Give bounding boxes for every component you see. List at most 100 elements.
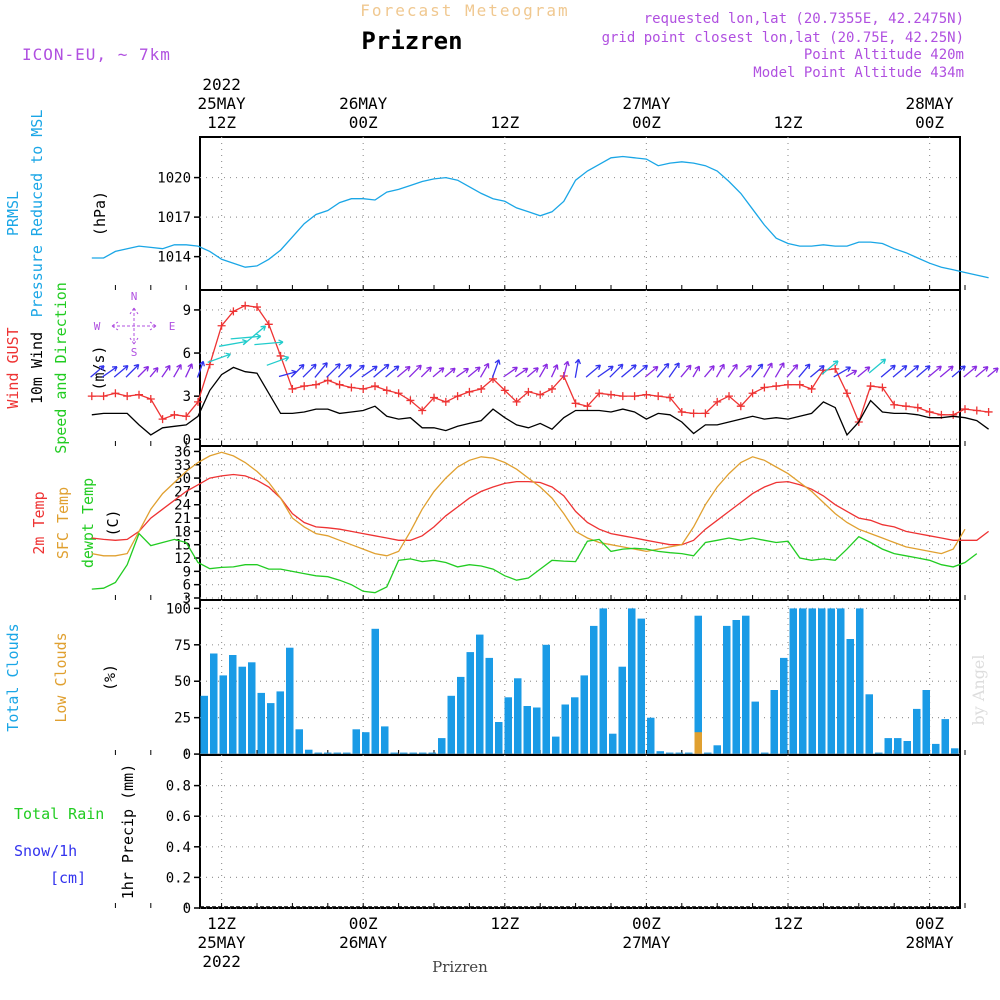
gust-marker [571, 399, 580, 408]
cloud-bar [238, 666, 246, 755]
cloud-bar [941, 719, 949, 755]
cloud-bar [922, 690, 930, 755]
cloud-bar [466, 652, 474, 755]
cloud-bar [257, 692, 265, 755]
wind-arrow [408, 364, 422, 378]
wind-arrow [857, 366, 871, 378]
cloud-bar [390, 752, 398, 755]
wind-arrow [196, 360, 205, 378]
compass-n: N [131, 290, 138, 303]
gust-marker [347, 383, 356, 392]
gust-marker [807, 384, 816, 393]
model-point-altitude: Model Point Altitude 434m [753, 65, 964, 81]
gust-marker [430, 393, 438, 402]
wind-arrow [314, 362, 328, 378]
cloud-bar [381, 726, 389, 755]
wind-arrow [975, 366, 989, 378]
cloud-bar [542, 644, 550, 755]
gust-marker [843, 389, 851, 398]
cloud-bar [951, 748, 959, 755]
axis-label: Pressure Reduced to MSL [28, 110, 46, 318]
y-tick-label: 0.8 [166, 779, 191, 795]
time-label: 12Z [490, 914, 519, 933]
cloud-bar [324, 752, 332, 755]
cloud-bar [903, 741, 911, 755]
model-name: ICON-EU, ~ 7km [22, 45, 171, 64]
cloud-bar [523, 706, 531, 755]
wind-arrow [727, 363, 738, 378]
wind-arrow [715, 363, 725, 378]
cloud-bar [666, 752, 674, 755]
wind-arrow [173, 364, 182, 378]
cloud-bar [894, 738, 902, 755]
gust-marker [512, 397, 521, 406]
gust-marker [300, 382, 309, 391]
cloud-bar [210, 653, 218, 754]
wind-arrow [904, 364, 920, 378]
gust-marker [264, 320, 273, 329]
cloud-bar [229, 655, 237, 755]
y-tick-label: 9 [183, 303, 191, 319]
cloud-bar [590, 625, 598, 755]
wind-arrow [515, 367, 529, 378]
y-tick-label: 100 [166, 601, 191, 617]
cloud-bar [447, 695, 455, 755]
wind-arrow [161, 364, 171, 378]
time-label: 12Z [207, 914, 236, 933]
gust-marker [583, 402, 592, 411]
gust-marker [312, 380, 320, 389]
gust-marker [441, 397, 450, 406]
y-tick-label: 1020 [157, 171, 191, 187]
gust-marker [323, 376, 332, 385]
wind-arrow [385, 365, 400, 378]
wind-arrow [692, 365, 701, 378]
gust-marker [925, 407, 934, 416]
gust-marker [902, 402, 910, 411]
wind-arrow [137, 365, 150, 378]
panels: 1014 1017 1020 PRMSL Pressure Reduced to MSL… [4, 110, 999, 917]
wind-arrow [254, 339, 284, 346]
cloud-bar [314, 752, 322, 755]
gust-marker [170, 410, 179, 419]
gust-marker [677, 407, 686, 416]
compass-lines [111, 307, 157, 345]
cloud-bar [305, 749, 313, 755]
compass-w: W [94, 320, 101, 333]
cloud-bar [276, 691, 284, 755]
wind-arrow [798, 363, 811, 378]
axis-label: SFC Temp [54, 487, 72, 559]
y-tick-label: 75 [174, 638, 191, 654]
cloud-bar [818, 608, 826, 755]
wind-arrow [491, 359, 501, 378]
y-tick-label: 25 [174, 711, 191, 727]
wind-arrow [326, 363, 341, 378]
gust-marker [748, 389, 757, 398]
precip-legend-label: [cm] [50, 869, 86, 887]
cloud-bar [580, 675, 588, 755]
axis-label: Wind GUST [4, 327, 22, 408]
axis-label: Low Clouds [52, 632, 70, 722]
y-tick-label: 0 [183, 432, 191, 448]
y-tick-label: 6 [183, 578, 191, 594]
gust-marker [371, 382, 379, 391]
gust-marker [406, 396, 415, 405]
axis-label: (hPa) [91, 191, 109, 236]
cloud-bar [571, 697, 579, 755]
compass-s: S [131, 346, 138, 359]
wind-arrow [632, 364, 649, 378]
wind-arrow [927, 365, 942, 378]
gust-marker [618, 392, 627, 401]
cloud-bar [856, 608, 864, 755]
cloud-bar [799, 608, 807, 755]
cloud-bar [485, 657, 493, 755]
cloud-bar [457, 676, 465, 755]
cloud-bar [723, 625, 731, 755]
time-label: 00Z [632, 914, 661, 933]
gust-marker [500, 386, 509, 395]
wind-arrow [963, 365, 978, 378]
requested-coordinates: requested lon,lat (20.7355E, 42.2475N) [644, 11, 964, 27]
wind-arrow [845, 369, 858, 378]
wind-arrow [597, 365, 614, 378]
wind-arrow [207, 352, 231, 364]
